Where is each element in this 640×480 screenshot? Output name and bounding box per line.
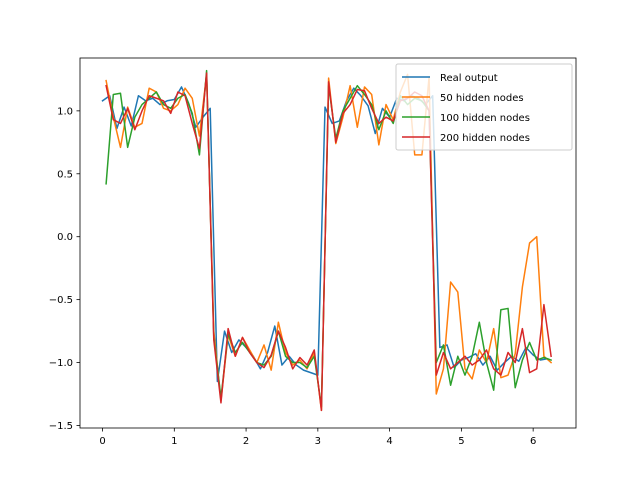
y-tick-label: 0.0: [57, 232, 73, 243]
x-tick-label: 5: [458, 436, 464, 447]
x-tick-label: 6: [530, 436, 536, 447]
y-tick-label: −0.5: [49, 295, 73, 306]
y-tick-label: 1.0: [57, 106, 73, 117]
legend-frame: [395, 63, 573, 151]
x-tick-label: 0: [99, 436, 105, 447]
series-layer: [101, 69, 553, 412]
y-axis: −1.5 −1.0 −0.5 0.0 0.5 1.0: [49, 106, 80, 432]
x-tick-label: 4: [386, 436, 392, 447]
x-axis: 0 1 2 3 4 5 6: [99, 428, 536, 447]
legend-label-real-output: Real output: [440, 73, 498, 84]
y-tick-label: −1.0: [49, 358, 73, 369]
legend: Real output 50 hidden nodes 100 hidden nod…: [395, 63, 573, 151]
x-tick-label: 2: [243, 436, 249, 447]
series-line-200-hidden-nodes: [105, 72, 552, 412]
legend-label-50-hidden-nodes: 50 hidden nodes: [440, 93, 524, 104]
x-tick-label: 3: [315, 436, 321, 447]
legend-label-100-hidden-nodes: 100 hidden nodes: [440, 113, 530, 124]
y-tick-label: 0.5: [57, 169, 73, 180]
axes-frame: [79, 57, 577, 429]
legend-label-200-hidden-nodes: 200 hidden nodes: [440, 133, 530, 144]
y-tick-label: −1.5: [49, 421, 73, 432]
series-line-50-hidden-nodes: [105, 73, 553, 412]
x-tick-label: 1: [171, 436, 177, 447]
